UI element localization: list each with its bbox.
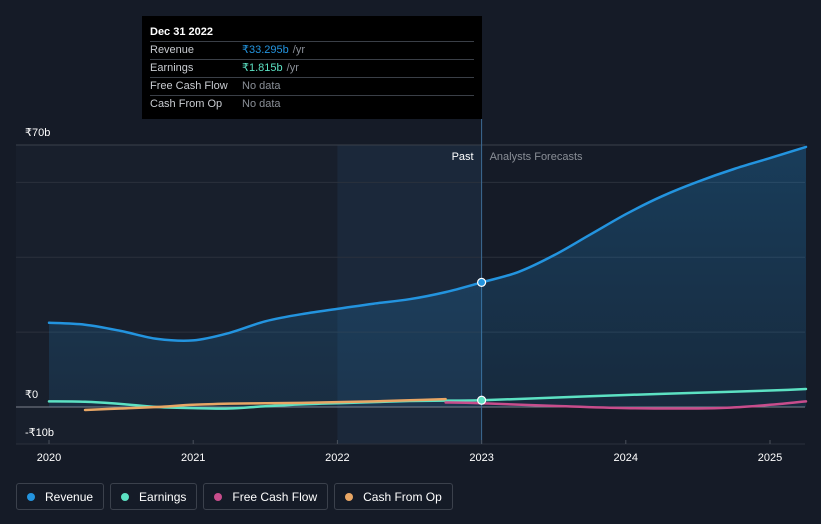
tooltip-value: ₹1.815b [242,62,283,74]
legend-item-earnings[interactable]: Earnings [110,483,198,510]
tooltip-label: Revenue [150,44,195,56]
forecast-label: Analysts Forecasts [490,151,583,163]
tooltip-date: Dec 31 2022 [150,26,213,38]
x-tick-label: 2022 [325,452,349,464]
y-tick-label: ₹0 [25,389,38,401]
legend-label: Free Cash Flow [232,489,318,504]
x-tick-label: 2020 [37,452,61,464]
revenue-area [49,146,806,407]
tooltip: Dec 31 2022 Revenue ₹33.295b/yr Earnings… [142,16,482,119]
tooltip-row-earnings: Earnings ₹1.815b/yr [150,59,474,77]
x-tick-label: 2025 [758,452,782,464]
tooltip-unit: /yr [286,62,299,74]
tooltip-row-free-cash-flow: Free Cash Flow No data [150,77,474,95]
x-tick-label: 2023 [469,452,493,464]
tooltip-label: Free Cash Flow [150,80,228,92]
tooltip-value: No data [242,98,281,110]
y-tick-label: -₹10b [25,427,54,439]
past-label: Past [452,151,474,163]
legend-dot-icon [345,492,354,501]
legend-item-cash-from-op[interactable]: Cash From Op [334,483,453,510]
legend: Revenue Earnings Free Cash Flow Cash Fro… [16,483,453,510]
tooltip-label: Cash From Op [150,98,223,110]
legend-dot-icon [27,492,35,501]
tooltip-label: Earnings [150,62,194,74]
legend-label: Revenue [45,489,94,504]
tooltip-value: ₹33.295b [242,44,289,56]
legend-label: Earnings [139,489,187,504]
revenue-line [47,145,808,343]
revenue-marker [477,277,487,287]
tooltip-unit: /yr [292,44,305,56]
tooltip-value: No data [242,80,281,92]
free-cash-flow-line [444,400,808,410]
legend-item-free-cash-flow[interactable]: Free Cash Flow [203,483,329,510]
tooltip-row-revenue: Revenue ₹33.295b/yr [150,41,474,59]
legend-dot-icon [121,492,130,501]
x-tick-label: 2024 [614,452,638,464]
legend-label: Cash From Op [363,489,442,504]
y-tick-label: ₹70b [25,127,50,139]
earnings-marker [477,395,487,405]
cash-from-op-line [83,397,447,412]
legend-dot-icon [214,492,223,501]
legend-item-revenue[interactable]: Revenue [16,483,105,510]
x-tick-label: 2021 [181,452,205,464]
tooltip-row-cash-from-op: Cash From Op No data [150,95,474,113]
